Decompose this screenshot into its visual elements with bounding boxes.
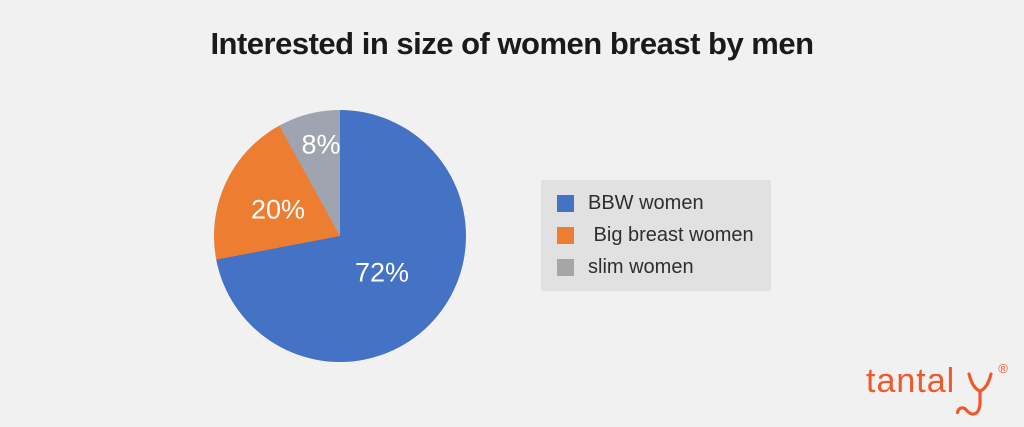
pie-slice-label-big-breast: 20% [250,194,306,225]
pie-chart: 72% 20% 8% [214,110,466,362]
registered-trademark-icon: ® [998,361,1008,376]
legend-swatch-blue [557,195,574,212]
legend: BBW women Big breast women slim women [541,180,771,291]
legend-swatch-orange [557,227,574,244]
legend-label: slim women [588,256,694,278]
legend-item-slim: slim women [541,256,771,279]
legend-label: Big breast women [588,224,754,246]
pie-slice-label-bbw: 72% [354,257,410,288]
logo-stylized-y-icon [956,372,993,416]
tantaly-logo: tantal ® [866,360,1008,420]
chart-title: Interested in size of women breast by me… [210,26,814,61]
legend-item-big-breast: Big breast women [541,224,771,247]
pie-slice-label-slim: 8% [301,129,341,160]
legend-label: BBW women [588,192,704,214]
legend-swatch-gray [557,259,574,276]
logo-text: tantal [866,362,956,400]
legend-item-bbw: BBW women [541,192,771,215]
